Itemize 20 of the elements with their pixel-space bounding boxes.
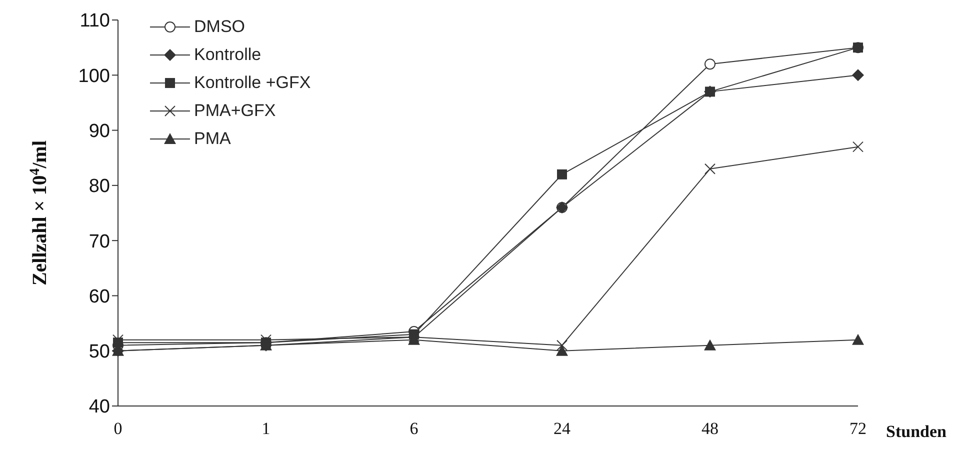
x-tick-label: 24 — [554, 419, 571, 438]
y-tick-label: 90 — [88, 121, 110, 142]
legend-label: PMA — [194, 129, 231, 149]
x-tick-label: 72 — [850, 419, 866, 438]
x-tick-label: 0 — [114, 419, 122, 438]
y-tick-label: 60 — [88, 286, 110, 308]
x-tick-label: 1 — [262, 419, 270, 438]
y-tick-label: 100 — [78, 66, 110, 87]
x-tick-label: 48 — [702, 419, 718, 438]
y-tick-label: 70 — [88, 231, 110, 252]
legend-label: Kontrolle +GFX — [194, 73, 311, 93]
legend-label: DMSO — [194, 17, 245, 37]
legend-label: Kontrolle — [194, 45, 262, 65]
y-tick-label: 110 — [80, 10, 110, 32]
x-axis-title: Stunden — [886, 422, 948, 441]
x-tick-label: 6 — [410, 419, 418, 438]
y-tick-label: 80 — [88, 176, 110, 198]
legend-label: PMA+GFX — [194, 101, 276, 121]
y-tick-label: 40 — [88, 396, 110, 418]
y-tick-label: 50 — [88, 342, 110, 363]
